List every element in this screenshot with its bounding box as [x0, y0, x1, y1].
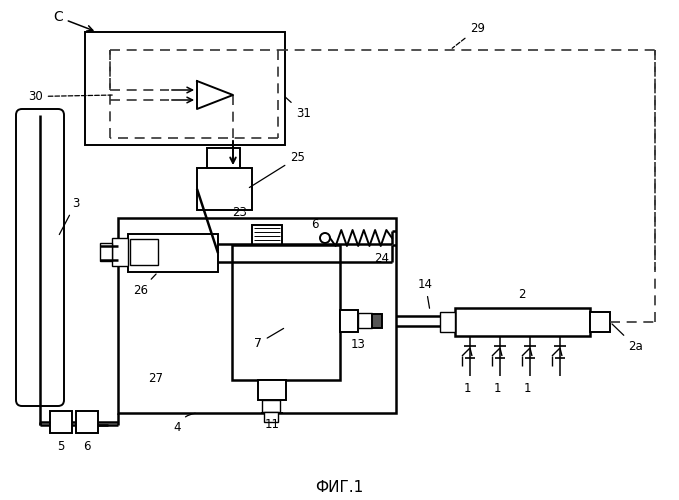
Text: 6: 6: [84, 440, 91, 454]
Text: 31: 31: [285, 97, 311, 120]
Text: 5: 5: [57, 440, 65, 454]
Bar: [372, 314, 382, 328]
Text: 23: 23: [233, 206, 247, 220]
Bar: [440, 312, 455, 332]
Bar: [258, 380, 286, 400]
Bar: [130, 239, 158, 265]
Text: 26: 26: [133, 274, 156, 297]
Text: 29: 29: [452, 22, 485, 48]
Bar: [358, 313, 372, 328]
Bar: [590, 312, 610, 332]
Text: ФИГ.1: ФИГ.1: [315, 480, 363, 494]
Bar: [112, 238, 128, 266]
Bar: [100, 243, 112, 261]
Text: 4: 4: [173, 414, 196, 434]
Text: 1: 1: [463, 382, 471, 394]
Text: 2: 2: [518, 288, 526, 300]
Bar: [50, 411, 72, 433]
Bar: [455, 308, 590, 336]
Bar: [85, 32, 285, 145]
Text: 30: 30: [28, 90, 112, 103]
Text: 14: 14: [418, 278, 433, 308]
FancyBboxPatch shape: [16, 109, 64, 406]
Text: 13: 13: [350, 338, 365, 350]
Bar: [118, 218, 396, 413]
Text: 27: 27: [149, 372, 164, 384]
Bar: [232, 245, 340, 380]
Text: C: C: [53, 10, 93, 31]
Bar: [207, 148, 240, 168]
Text: 25: 25: [249, 151, 305, 188]
Text: 7: 7: [254, 328, 284, 350]
Bar: [76, 411, 98, 433]
Bar: [128, 234, 218, 272]
Text: 6: 6: [311, 218, 318, 230]
Text: 3: 3: [59, 197, 79, 234]
Text: 2a: 2a: [612, 324, 643, 353]
Bar: [264, 412, 278, 422]
Bar: [340, 310, 358, 332]
Text: 1: 1: [493, 382, 500, 394]
Bar: [252, 225, 282, 245]
Text: 24: 24: [375, 252, 390, 264]
Bar: [197, 168, 252, 210]
Text: 11: 11: [265, 418, 280, 430]
Text: 1: 1: [524, 382, 531, 394]
Bar: [262, 400, 280, 412]
